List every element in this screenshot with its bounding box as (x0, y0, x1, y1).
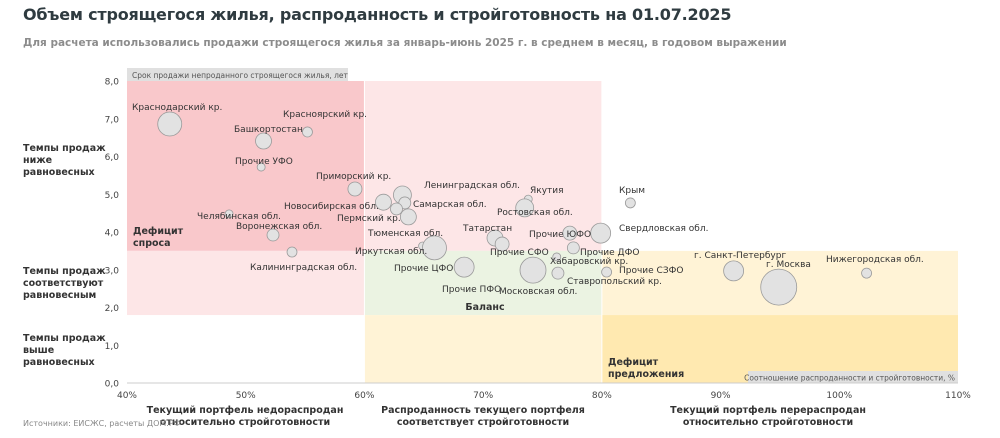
row-label-above-equilibrium: Темпы продаж выше равновесных (23, 333, 106, 368)
bubble-label: Прочие ЦФО (394, 264, 453, 274)
bubble-point (552, 252, 562, 262)
bubble-label: Прочие ПФО (442, 285, 501, 295)
x-tick-label: 80% (592, 391, 612, 401)
ylabel-box (127, 68, 348, 81)
bubble-label: Пермский кр. (337, 214, 401, 224)
bubble-label: Крым (619, 186, 645, 196)
bubble-point (286, 246, 298, 258)
bubble-point (375, 193, 392, 211)
bubble-label: Прочие СФО (490, 248, 549, 258)
y-tick-label: 1,0 (105, 342, 120, 352)
bubble-point (255, 132, 272, 150)
bubble-point (861, 267, 872, 279)
bubble-point (266, 228, 280, 242)
bubble-label: Ростовская обл. (497, 208, 573, 218)
bubble-point (256, 162, 266, 172)
bubble-label: Ленинградская обл. (424, 181, 520, 191)
bubble-point (422, 235, 447, 261)
y-tick-label: 0,0 (105, 380, 120, 390)
y-tick-label: 7,0 (105, 115, 120, 125)
zone-label-supply-deficit: Дефицит предложения (608, 357, 684, 380)
bubble-label: Башкортостан (234, 125, 303, 135)
x-axis-label: Соотношение распроданности и стройготовн… (744, 374, 955, 383)
column-label-oversold: Текущий портфель перераспродан относител… (670, 405, 866, 428)
zone-label-demand-deficit: Дефицит спроса (133, 226, 184, 249)
bubble-label: Прочие ЮФО (529, 230, 591, 240)
bubble-point (399, 208, 417, 226)
bubble-point (494, 236, 510, 252)
bubble-label: Новосибирская обл. (284, 202, 379, 212)
x-tick-label: 110% (945, 391, 971, 401)
x-tick-label: 100% (826, 391, 852, 401)
zone-light-red (127, 250, 365, 316)
bubble-label: Калининградская обл. (250, 263, 357, 273)
bubble-point (566, 241, 580, 255)
bubble-label: г. Москва (766, 260, 811, 270)
column-label-balanced: Распроданность текущего портфеля соответ… (381, 405, 585, 428)
bubble-label: Нижегородская обл. (826, 255, 924, 265)
bubble-label: Приморский кр. (316, 172, 391, 182)
zone-demand-deficit (127, 81, 365, 251)
bubble-label: Иркутская обл. (355, 247, 427, 257)
bubble-label: Ставропольский кр. (567, 277, 662, 287)
bubble-point (723, 260, 745, 282)
bubble-label: Хабаровский кр. (550, 257, 628, 267)
bubble-label: Татарстан (462, 224, 512, 234)
bubble-point (519, 256, 547, 284)
bubble-label: Московская обл. (499, 287, 577, 297)
y-tick-label: 5,0 (105, 191, 120, 201)
y-tick-label: 3,0 (105, 266, 120, 276)
bubble-point (551, 266, 565, 280)
x-tick-label: 60% (354, 391, 374, 401)
bubble-label: г. Санкт-Петербург (694, 251, 786, 261)
bubble-point (601, 266, 613, 278)
bubble-point (760, 268, 798, 306)
bubble-label: Самарская обл. (413, 200, 487, 210)
bubble-point (302, 126, 313, 138)
chart-subtitle: Для расчета использовались продажи строя… (23, 37, 787, 49)
bubble-label: Челябинская обл. (197, 212, 281, 222)
bubble-point (590, 222, 612, 244)
bubble-point (157, 111, 183, 137)
bubble-label: Тюменская обл. (367, 229, 443, 239)
y-tick-label: 8,0 (105, 78, 120, 88)
bubble-point (390, 202, 403, 216)
zone-light-yellow (364, 315, 602, 383)
y-tick-label: 2,0 (105, 304, 120, 314)
zone-balance (364, 250, 602, 316)
bubble-point (453, 256, 475, 278)
y-tick-label: 4,0 (105, 229, 120, 239)
bubble-point (515, 198, 535, 218)
y-tick-label: 6,0 (105, 153, 120, 163)
bubble-label: Якутия (530, 186, 564, 196)
bubble-point (347, 181, 363, 197)
bubble-point (624, 197, 636, 209)
bubble-label: Прочие СЗФО (619, 266, 683, 276)
bubble-point (562, 225, 578, 241)
bubble-label: Красноярский кр. (283, 110, 367, 120)
bubble-label: Воронежская обл. (236, 222, 322, 232)
x-tick-label: 50% (236, 391, 256, 401)
bubble-label: Прочие УФО (235, 157, 293, 167)
bubble-point (224, 209, 234, 219)
chart-title: Объем строящегося жилья, распроданность … (23, 5, 732, 24)
bubble-label: Свердловская обл. (619, 224, 708, 234)
bubble-label: Прочие ДФО (580, 248, 639, 258)
x-tick-label: 40% (117, 391, 137, 401)
x-tick-label: 90% (711, 391, 731, 401)
x-tick-label: 70% (473, 391, 493, 401)
column-label-undersold: Текущий портфель недораспродан относител… (146, 405, 344, 428)
xlabel-box (748, 371, 958, 383)
y-axis-label: Срок продажи непроданного строящегося жи… (132, 71, 349, 80)
row-label-below-equilibrium: Темпы продаж ниже равновесных (23, 143, 106, 178)
source-note: Источники: ЕИСЖС, расчеты ДОМ.РФ (23, 419, 181, 428)
zone-label-balance: Баланс (465, 302, 504, 313)
row-label-equilibrium: Темпы продаж соответствуют равновесным (23, 266, 106, 301)
bubble-label: Краснодарский кр. (132, 103, 222, 113)
